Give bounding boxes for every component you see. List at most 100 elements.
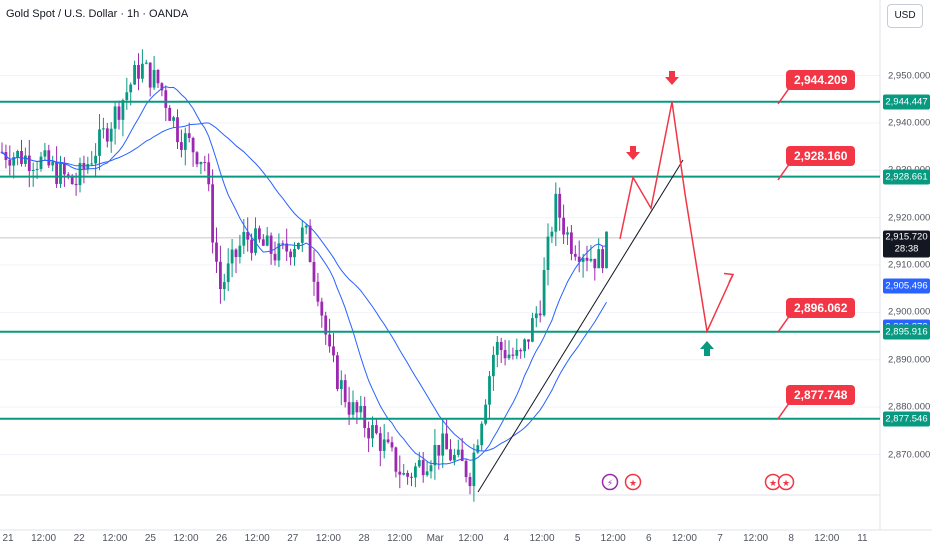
candle-body xyxy=(47,150,51,166)
candle-body xyxy=(55,161,58,184)
x-tick-label: 27 xyxy=(287,533,299,544)
candle-body xyxy=(406,472,409,477)
candle-body xyxy=(417,460,421,467)
candle-body xyxy=(281,243,285,245)
candles xyxy=(0,49,608,502)
candle-body xyxy=(207,162,211,185)
down-arrow-icon xyxy=(665,71,679,85)
candle-body xyxy=(238,245,242,258)
x-tick-label: 22 xyxy=(73,533,85,544)
candle-body xyxy=(137,64,140,79)
candle-body xyxy=(363,405,367,429)
x-tick-label: 28 xyxy=(358,533,370,544)
candle-body xyxy=(94,155,97,164)
moving-average-slow xyxy=(1,122,607,452)
y-tick-label: 2,880.000 xyxy=(888,401,931,413)
candle-body xyxy=(66,174,70,176)
candle-body xyxy=(589,258,593,261)
candle-body xyxy=(453,454,456,461)
y-tick-label: 2,900.000 xyxy=(888,306,931,318)
candle-body xyxy=(133,64,136,85)
candle-body xyxy=(203,162,207,164)
y-tick-label: 2,910.000 xyxy=(888,259,931,271)
candle-body xyxy=(523,339,526,352)
candle-body xyxy=(219,261,222,290)
x-tick-label: 6 xyxy=(646,533,652,544)
price-level-box: 2,944.447 xyxy=(883,94,930,110)
price-callout[interactable]: 2,877.748 xyxy=(786,384,856,405)
price-level-box: 2,895.916 xyxy=(883,324,930,340)
candle-body xyxy=(129,84,133,93)
candle-body xyxy=(215,242,218,262)
candle-body xyxy=(176,117,179,143)
candle-body xyxy=(242,231,246,246)
candle-body xyxy=(534,313,538,319)
candle-body xyxy=(347,402,351,415)
candle-body xyxy=(187,133,191,138)
candle-body xyxy=(211,184,214,243)
candle-body xyxy=(570,232,573,254)
x-tick-label: 12:00 xyxy=(173,533,199,544)
candle-body xyxy=(277,243,281,261)
candle-body xyxy=(460,449,464,461)
candle-body xyxy=(328,334,331,347)
candle-body xyxy=(144,62,148,64)
candle-body xyxy=(59,163,62,184)
candle-body xyxy=(573,253,577,257)
candle-body xyxy=(121,100,125,120)
x-tick-label: 12:00 xyxy=(671,533,697,544)
candle-body xyxy=(375,425,378,434)
x-tick-label: 12:00 xyxy=(600,533,626,544)
plot-area xyxy=(0,0,880,495)
candle-body xyxy=(531,318,534,342)
candle-body xyxy=(31,169,35,172)
candle-body xyxy=(320,301,324,316)
candle-body xyxy=(527,339,530,342)
x-tick-label: Mar xyxy=(426,533,444,544)
candle-body xyxy=(261,239,265,246)
candle-body xyxy=(105,128,109,142)
us-flag-event-icon xyxy=(624,473,642,491)
candle-body xyxy=(293,248,296,258)
candle-body xyxy=(492,354,495,377)
candle-body xyxy=(90,163,94,165)
candle-body xyxy=(20,150,23,164)
us-flag-event-icon-glyph: ★ xyxy=(629,479,637,489)
candle-body xyxy=(605,231,608,269)
candle-body xyxy=(476,445,480,453)
candle-body xyxy=(160,83,164,91)
candle-body xyxy=(499,341,503,351)
y-tick-label: 2,940.000 xyxy=(888,117,931,129)
price-level-box: 2,877.546 xyxy=(883,411,930,427)
candle-body xyxy=(394,447,398,472)
x-tick-label: 12:00 xyxy=(31,533,57,544)
candle-body xyxy=(437,445,441,456)
up-arrow-icon xyxy=(700,341,714,356)
us-flag-event-icon xyxy=(777,473,795,491)
candle-body xyxy=(597,249,601,269)
candle-countdown: 28:38 xyxy=(894,243,919,255)
candle-body xyxy=(258,228,261,240)
us-flag-event-icon-glyph: ★ xyxy=(769,479,777,489)
y-tick-label: 2,890.000 xyxy=(888,354,931,366)
price-callout[interactable]: 2,944.209 xyxy=(786,69,856,90)
symbol-title: Gold Spot / U.S. Dollar · 1h · OANDA xyxy=(6,8,189,20)
price-level-box: 2,928.661 xyxy=(883,169,930,185)
candle-body xyxy=(12,157,16,166)
candle-body xyxy=(429,465,433,472)
current-price-box: 2,915.720 28:38 xyxy=(883,230,930,258)
x-tick-label: 12:00 xyxy=(244,533,270,544)
candle-body xyxy=(117,106,121,120)
price-callout[interactable]: 2,896.062 xyxy=(786,298,856,319)
candle-body xyxy=(289,251,292,258)
candle-body xyxy=(230,249,234,264)
candle-body xyxy=(577,256,581,262)
candle-body xyxy=(410,476,413,478)
price-callout[interactable]: 2,928.160 xyxy=(786,145,856,166)
candle-body xyxy=(273,253,277,261)
candle-body xyxy=(250,239,253,253)
candle-body xyxy=(558,193,562,218)
currency-button[interactable]: USD xyxy=(887,4,923,28)
